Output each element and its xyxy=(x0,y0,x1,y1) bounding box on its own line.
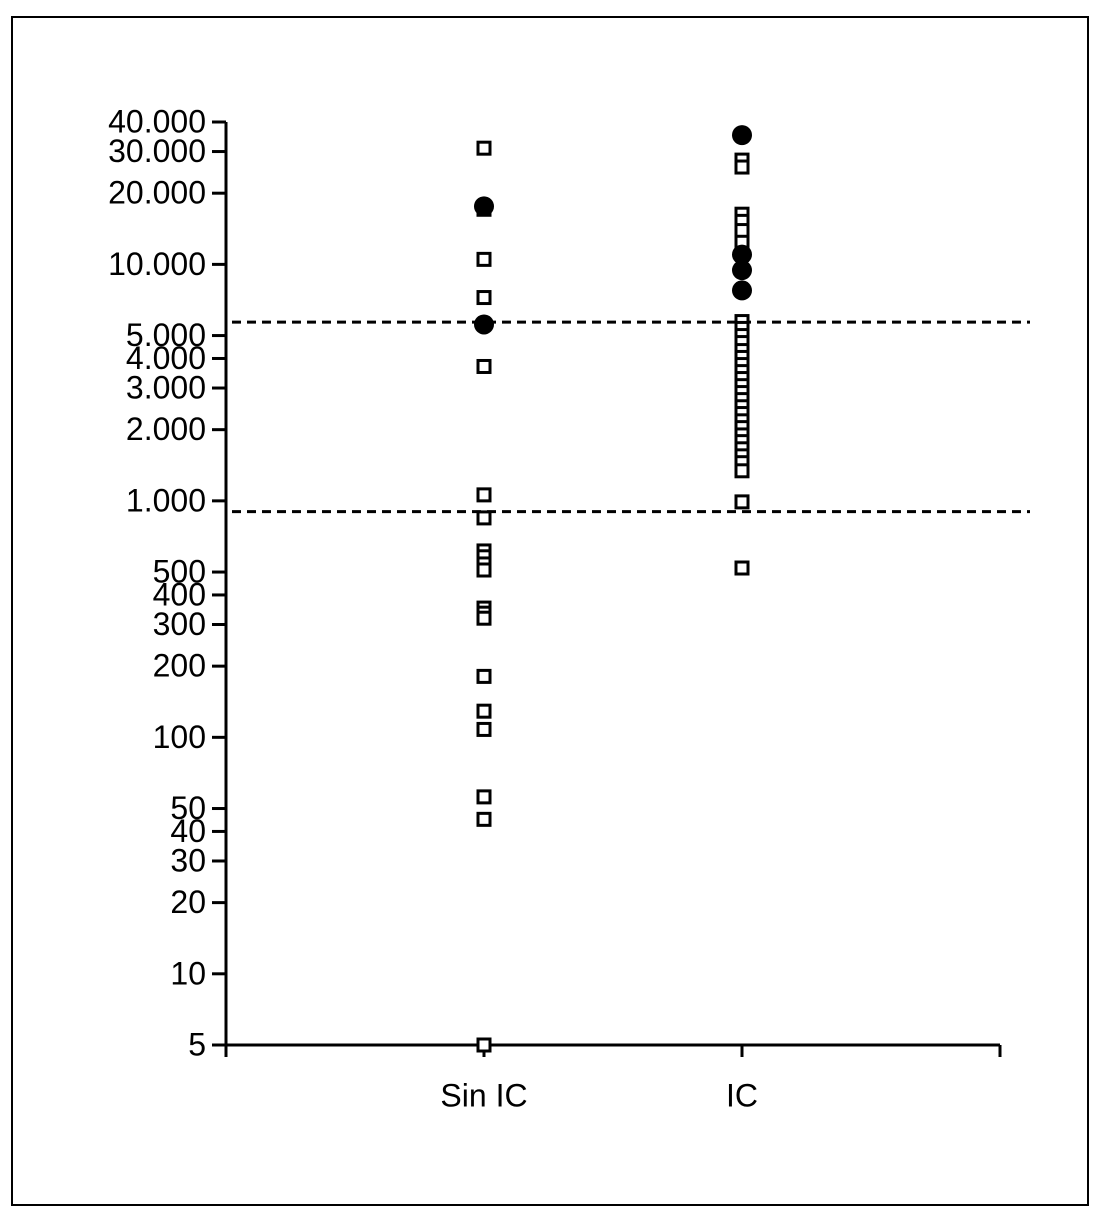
point xyxy=(476,487,492,503)
y-tick-label: 30.000 xyxy=(108,133,206,169)
point xyxy=(734,560,750,576)
point xyxy=(476,811,492,827)
point xyxy=(476,721,492,737)
point xyxy=(476,703,492,719)
point xyxy=(734,463,750,479)
y-tick-label: 4.000 xyxy=(126,340,206,376)
y-tick-label: 10.000 xyxy=(108,246,206,282)
point xyxy=(732,260,752,281)
frame xyxy=(11,16,1089,1206)
point xyxy=(476,1037,492,1053)
point xyxy=(476,789,492,805)
y-tick-label: 5 xyxy=(188,1026,206,1062)
point xyxy=(734,223,750,239)
point xyxy=(732,280,752,301)
y-tick-label: 30 xyxy=(170,842,206,878)
point xyxy=(476,140,492,156)
y-tick-label: 1.000 xyxy=(126,482,206,518)
x-tick-label: Sin IC xyxy=(440,1077,527,1113)
point xyxy=(476,610,492,626)
point xyxy=(476,510,492,526)
y-tick-label: 3.000 xyxy=(126,369,206,405)
y-tick-label: 20 xyxy=(170,884,206,920)
y-tick-label: 5.000 xyxy=(126,317,206,353)
point xyxy=(476,358,492,374)
point xyxy=(474,314,494,335)
y-tick-label: 200 xyxy=(153,648,206,684)
y-tick-label: 2.000 xyxy=(126,411,206,447)
point xyxy=(476,251,492,267)
y-tick-label: 40.000 xyxy=(108,103,206,139)
point xyxy=(476,290,492,306)
point xyxy=(476,668,492,684)
point xyxy=(474,196,494,217)
x-tick-label: IC xyxy=(726,1077,758,1113)
y-tick-label: 300 xyxy=(153,606,206,642)
y-tick-label: 50 xyxy=(170,790,206,826)
point xyxy=(732,244,752,265)
point xyxy=(734,159,750,175)
y-tick-label: 20.000 xyxy=(108,175,206,211)
y-tick-label: 400 xyxy=(153,576,206,612)
point xyxy=(734,494,750,510)
point xyxy=(476,562,492,578)
y-tick-label: 100 xyxy=(153,719,206,755)
y-tick-label: 10 xyxy=(170,955,206,991)
point xyxy=(732,125,752,146)
y-tick-label: 40 xyxy=(170,813,206,849)
y-tick-label: 500 xyxy=(153,553,206,589)
